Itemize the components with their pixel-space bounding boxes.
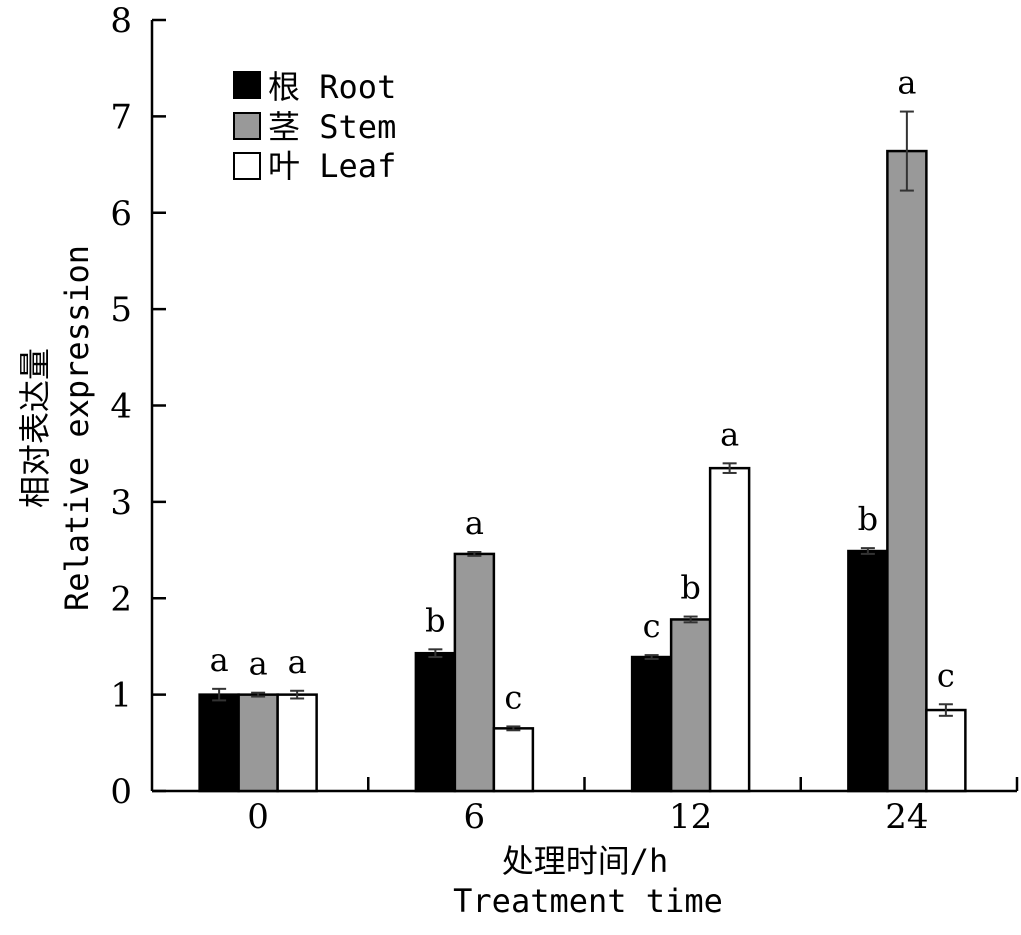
significance-label: a (465, 504, 484, 542)
y-tick-label: 6 (110, 194, 132, 234)
significance-label: a (288, 643, 307, 681)
significance-label: c (504, 678, 522, 716)
bar (453, 552, 496, 793)
y-axis-title-en: Relative expression (58, 245, 96, 611)
significance-label: c (937, 656, 955, 694)
significance-label: a (720, 415, 739, 453)
bar (847, 549, 889, 793)
bar (276, 693, 318, 793)
significance-label: a (897, 64, 916, 102)
x-axis-title-en: Treatment time (453, 882, 723, 920)
y-tick-label: 4 (110, 387, 132, 427)
legend: 根 Root 茎 Stem 叶 Leaf (233, 68, 396, 185)
y-tick-label: 7 (110, 97, 132, 137)
x-tick-label: 6 (464, 797, 486, 837)
bar (414, 651, 457, 793)
significance-label: b (680, 569, 700, 607)
bar (925, 708, 967, 793)
significance-label: b (858, 500, 878, 538)
legend-swatch-stem (233, 112, 261, 140)
y-tick-label: 0 (110, 772, 132, 812)
bar (492, 727, 535, 793)
legend-label-root: 根 Root (268, 68, 396, 106)
y-tick-label: 5 (110, 290, 132, 330)
significance-label: a (210, 641, 229, 679)
y-axis-title-cn: 相对表达量 (16, 348, 54, 508)
x-tick-label: 12 (669, 797, 712, 837)
significance-label: b (425, 601, 445, 639)
legend-swatch-leaf (233, 152, 261, 180)
legend-swatch-root (233, 71, 261, 99)
bar (237, 693, 279, 793)
bar (669, 618, 712, 793)
y-tick-label: 3 (110, 483, 132, 523)
bar (886, 149, 928, 793)
legend-label-leaf: 叶 Leaf (268, 147, 396, 185)
significance-label: a (249, 645, 268, 683)
y-tick-label: 1 (110, 676, 132, 716)
x-axis-title-cn: 处理时间/h (502, 842, 669, 880)
bar (630, 655, 673, 793)
y-tick-label: 8 (110, 1, 132, 41)
bar (708, 466, 751, 793)
x-tick-label: 24 (885, 797, 928, 837)
legend-label-stem: 茎 Stem (268, 108, 396, 146)
bar (198, 693, 240, 793)
x-tick-label: 0 (247, 797, 269, 837)
significance-label: c (643, 607, 661, 645)
y-tick-label: 2 (110, 579, 132, 619)
